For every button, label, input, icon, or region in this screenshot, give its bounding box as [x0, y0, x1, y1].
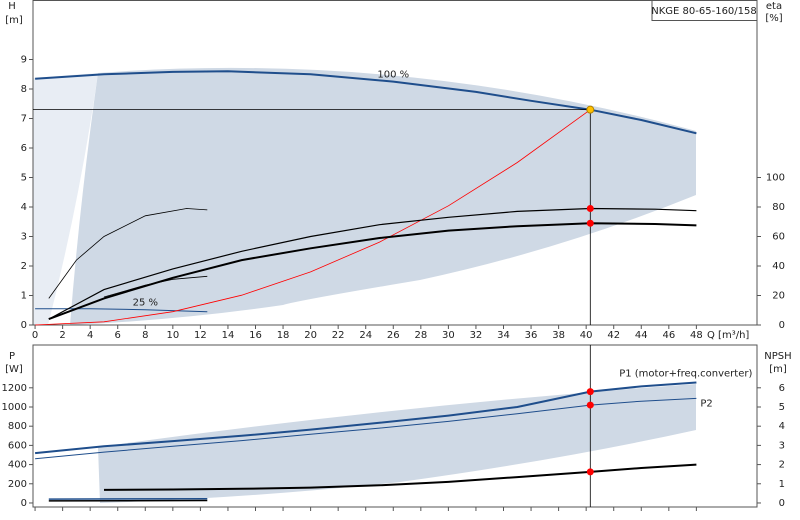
- duty-point: [586, 468, 594, 476]
- x-tick-label: 34: [497, 330, 510, 341]
- x-tick-label: 48: [690, 330, 703, 341]
- x-tick-label: 24: [359, 330, 372, 341]
- x-tick-label: 30: [442, 330, 455, 341]
- x-tick-label: 32: [470, 330, 483, 341]
- y-tick-label: 400: [8, 460, 27, 471]
- x-tick-label: 26: [387, 330, 400, 341]
- curve: [103, 463, 697, 491]
- duty-point: [586, 105, 595, 114]
- curve: [35, 397, 697, 460]
- operating-region: [70, 67, 696, 326]
- x-tick-label: 8: [142, 330, 148, 341]
- curve: [48, 222, 697, 321]
- curve-label: P2: [700, 398, 712, 409]
- y-tick-label: 0: [21, 498, 27, 509]
- y-axis-unit: [m]: [5, 15, 23, 26]
- light-region: [33, 73, 98, 325]
- x-tick-label: 16: [249, 330, 262, 341]
- x-tick-label: 14: [222, 330, 235, 341]
- title-box: [651, 0, 758, 21]
- curve-label: 25 %: [133, 298, 158, 309]
- y-tick-label: 2: [21, 261, 27, 272]
- x-tick-label: 4: [87, 330, 93, 341]
- curve: [48, 208, 208, 299]
- y-tick-label: 200: [8, 479, 27, 490]
- curve-label: P1 (motor+freq.converter): [619, 369, 752, 380]
- x-tick-label: 44: [635, 330, 648, 341]
- x-tick-label: 0: [32, 330, 38, 341]
- y-tick-label: 1200: [2, 383, 27, 394]
- duty-point: [586, 388, 594, 396]
- y2-tick-label: 0: [779, 498, 785, 509]
- curve: [103, 275, 208, 298]
- y-tick-label: 9: [21, 55, 27, 66]
- y2-tick-label: 4: [779, 421, 785, 432]
- y-tick-label: 1: [21, 291, 27, 302]
- y2-tick-label: 5: [779, 402, 785, 413]
- curve: [48, 207, 697, 320]
- plot-frame: [32, 0, 758, 326]
- y-tick-label: 1000: [2, 402, 27, 413]
- duty-point: [586, 219, 594, 227]
- y2-tick-label: 3: [779, 440, 785, 451]
- x-tick-label: 22: [332, 330, 345, 341]
- y2-tick-label: 6: [779, 383, 785, 394]
- y-tick-label: 7: [21, 114, 27, 125]
- y2-tick-label: 60: [772, 232, 785, 243]
- x-tick-label: 10: [166, 330, 179, 341]
- x-tick-label: 28: [414, 330, 427, 341]
- duty-point: [586, 204, 594, 212]
- curve: [35, 70, 697, 135]
- y2-tick-label: 100: [766, 173, 785, 184]
- y-tick-label: 8: [21, 84, 27, 95]
- y2-tick-label: 0: [779, 320, 785, 331]
- y-tick-label: 0: [21, 320, 27, 331]
- x-tick-label: 42: [607, 330, 620, 341]
- y-axis-label: H: [8, 1, 16, 12]
- y2-tick-label: 20: [772, 291, 785, 302]
- duty-point: [586, 401, 594, 409]
- x-axis-label: Q [m³/h]: [707, 330, 749, 341]
- y2-tick-label: 40: [772, 261, 785, 272]
- x-tick-label: 20: [304, 330, 317, 341]
- x-tick-label: 38: [552, 330, 565, 341]
- x-tick-label: 6: [115, 330, 121, 341]
- y-tick-label: 5: [21, 173, 27, 184]
- x-tick-label: 2: [59, 330, 65, 341]
- y2-tick-label: 1: [779, 479, 785, 490]
- curve: [35, 109, 591, 326]
- y2-axis-label: eta: [766, 1, 782, 12]
- y-axis-unit: [W]: [5, 364, 23, 375]
- y-tick-label: 800: [8, 421, 27, 432]
- y2-axis-label: NPSH: [764, 351, 791, 362]
- x-tick-label: 40: [580, 330, 593, 341]
- curve: [35, 381, 697, 455]
- x-tick-label: 12: [194, 330, 207, 341]
- y-tick-label: 6: [21, 143, 27, 154]
- x-tick-label: 18: [277, 330, 290, 341]
- y-axis-label: P: [9, 351, 15, 362]
- y2-axis-unit: [m]: [769, 364, 787, 375]
- x-tick-label: 46: [662, 330, 675, 341]
- x-tick-label: 36: [525, 330, 538, 341]
- operating-region-power: [98, 384, 696, 503]
- y-tick-label: 600: [8, 440, 27, 451]
- y2-tick-label: 80: [772, 202, 785, 213]
- y2-axis-unit: [%]: [765, 13, 782, 24]
- chart-title: NKGE 80-65-160/158: [651, 6, 757, 17]
- curve-label: 100 %: [377, 70, 409, 81]
- y-tick-label: 3: [21, 232, 27, 243]
- y-tick-label: 4: [21, 202, 27, 213]
- y2-tick-label: 2: [779, 460, 785, 471]
